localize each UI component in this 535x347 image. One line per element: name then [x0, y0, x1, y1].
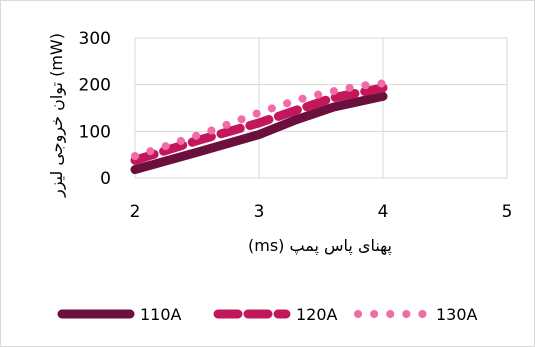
- series-line-120A: [130, 83, 388, 165]
- x-tick-label-3: 3: [254, 202, 265, 222]
- y-tick-label-0: 0: [100, 169, 111, 189]
- series-line-110A: [130, 91, 388, 175]
- tick-labels: 0 100 200 300 2 3 4 5: [79, 29, 513, 222]
- legend-label-120A: 120A: [296, 305, 338, 324]
- legend: 110A 120A 130A: [57, 305, 478, 324]
- legend-label-110A: 110A: [140, 305, 182, 324]
- x-axis-title: پهنای پاس پمپ (ms): [248, 236, 392, 256]
- x-tick-label-4: 4: [378, 202, 389, 222]
- series-line-130A: [131, 79, 387, 161]
- y-tick-label-100: 100: [79, 122, 111, 142]
- x-tick-label-2: 2: [130, 202, 141, 222]
- legend-label-130A: 130A: [436, 305, 478, 324]
- gridlines: [134, 37, 508, 179]
- x-tick-label-5: 5: [502, 202, 513, 222]
- y-axis-title: توان خروجی لیزر (mW): [47, 33, 67, 198]
- series-lines: [130, 79, 388, 175]
- y-tick-label-200: 200: [79, 76, 111, 96]
- y-tick-label-300: 300: [79, 29, 111, 49]
